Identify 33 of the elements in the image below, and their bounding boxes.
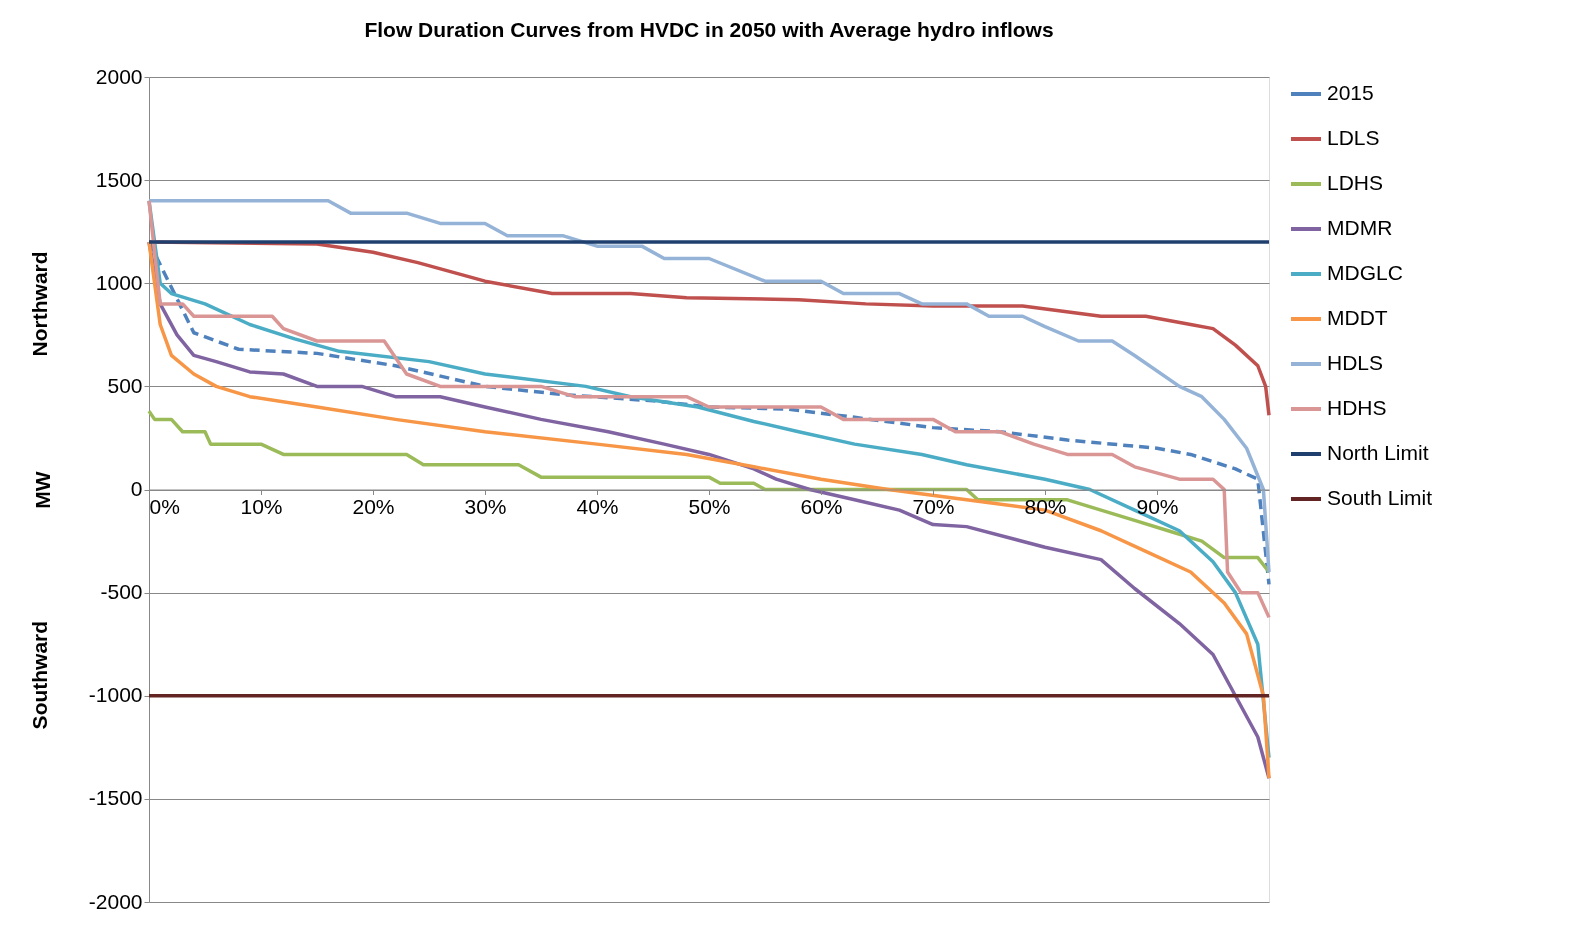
legend-label: HDLS (1327, 351, 1384, 374)
y-tick-label: 1000 (95, 270, 143, 294)
y-tick-label: 500 (107, 373, 143, 397)
y-axis-title: MW (30, 471, 54, 509)
legend-label: MDDT (1327, 306, 1388, 329)
y-tick-label: -1000 (88, 683, 143, 707)
legend-label: LDHS (1327, 171, 1384, 194)
legend-label: HDHS (1327, 396, 1387, 419)
x-tick-label: 20% (352, 495, 395, 518)
x-tick-label: 90% (1136, 495, 1179, 518)
y-tick-label: 0 (130, 477, 143, 500)
x-tick-label: 40% (576, 495, 619, 518)
text: Southward (28, 620, 51, 730)
x-tick-label: 30% (464, 495, 507, 518)
y-tick-label: -500 (100, 580, 143, 604)
legend-label: MDMR (1327, 216, 1393, 239)
line-series (147, 409, 1271, 574)
x-tick-label: 70% (912, 495, 955, 518)
text: Northward (28, 251, 51, 357)
x-tick-label: 0% (149, 495, 180, 518)
y-tick-label: 1500 (95, 167, 143, 191)
chart-title: Flow Duration Curves from HVDC in 2050 with Average hydro inflows (364, 18, 1054, 41)
y-tick-label: -1500 (88, 786, 143, 810)
x-tick-label: 60% (800, 495, 843, 518)
y-tick-label: 2000 (95, 64, 143, 88)
legend-label: LDLS (1327, 126, 1380, 149)
x-tick-label: 50% (688, 495, 731, 518)
x-tick-label: 10% (240, 495, 283, 518)
y-tick-label: -2000 (88, 889, 143, 913)
legend-label: North Limit (1327, 441, 1429, 464)
legend-label: South Limit (1327, 486, 1433, 509)
legend-label: 2015 (1327, 81, 1374, 104)
legend-label: MDGLC (1327, 261, 1403, 284)
